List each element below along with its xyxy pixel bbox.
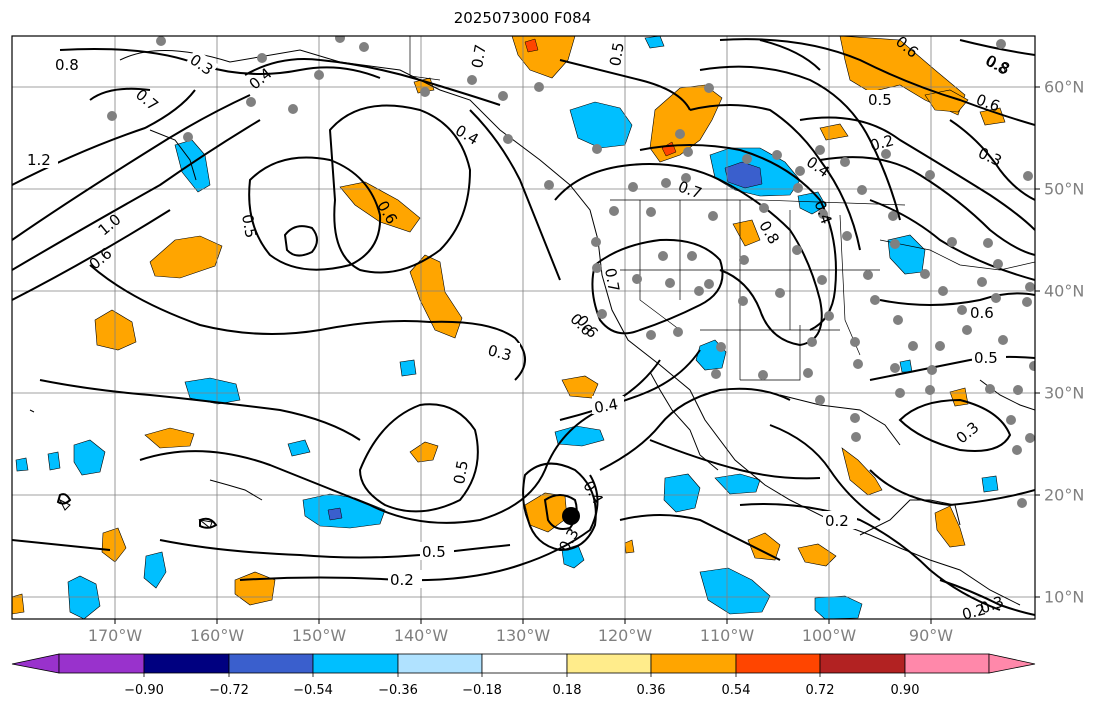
- lon-label: 130°W: [495, 626, 551, 645]
- contour-label: 0.5: [422, 543, 446, 561]
- contour-lines: [12, 38, 1035, 616]
- contour-label: 0.7: [601, 267, 623, 294]
- lon-label: 150°W: [291, 626, 347, 645]
- colorbar-extend-high: [988, 653, 1036, 674]
- contour-label: 0.5: [606, 41, 628, 68]
- contour-label: 0.7: [468, 43, 490, 70]
- contour-label: 0.5: [238, 213, 260, 240]
- colorbar-extend-low: [11, 653, 60, 674]
- contour-label: 0.4: [579, 478, 607, 508]
- colorbar-bin: [58, 653, 145, 674]
- colorbar-tick-label: 0.36: [636, 683, 666, 698]
- contour-label: 0.6: [970, 304, 994, 322]
- islands: [29, 409, 263, 529]
- contour-label: 0.4: [593, 395, 620, 417]
- lat-label: 30°N: [1044, 383, 1085, 403]
- colorbar-tick-label: 0.54: [721, 683, 751, 698]
- lon-label: 170°W: [87, 626, 143, 645]
- colorbar-tick-label: −0.90: [124, 683, 164, 698]
- contour-label: 0.2: [825, 512, 849, 530]
- colorbar-tick-label: −0.18: [462, 683, 502, 698]
- lon-label: 140°W: [393, 626, 449, 645]
- lat-label: 40°N: [1044, 281, 1085, 301]
- contour-label: 1.0: [95, 210, 125, 239]
- colorbar-bin: [904, 653, 990, 674]
- negative-anomaly-areas: [15, 36, 999, 619]
- colorbar: [11, 653, 1036, 677]
- contour-label: 0.8: [55, 56, 79, 74]
- contour-label: 0.2: [868, 131, 896, 155]
- colorbar-bin: [650, 653, 737, 674]
- axis-ticks: [114, 86, 1040, 624]
- lon-label: 120°W: [597, 626, 653, 645]
- lat-label: 20°N: [1044, 485, 1085, 505]
- contour-label: 0.3: [486, 341, 514, 365]
- colorbar-tick-label: 0.18: [552, 683, 582, 698]
- map-title: 2025073000 F084: [453, 9, 592, 27]
- colorbar-bin: [312, 653, 399, 674]
- contour-label: 0.2: [960, 600, 988, 624]
- contour-label-group: 0.8 0.3 0.4 0.7 0.5 0.7 0.8 1.2 0.4 0.6 …: [24, 32, 1013, 624]
- contour-label: 0.4: [452, 121, 482, 149]
- contour-label: 0.4: [803, 153, 833, 181]
- contour-label: 0.8: [755, 218, 783, 248]
- contour-label: 0.5: [868, 91, 892, 109]
- lat-label: 60°N: [1044, 77, 1085, 97]
- colorbar-tick-label: −0.36: [378, 683, 418, 698]
- colorbar-bin: [228, 653, 314, 674]
- lat-label: 10°N: [1044, 587, 1085, 607]
- lon-label: 90°W: [908, 626, 954, 645]
- contour-label: 0.6: [86, 244, 116, 273]
- colorbar-tick-label: 0.72: [805, 683, 835, 698]
- colorbar-bin: [481, 653, 568, 674]
- positive-anomaly-areas: [12, 36, 1006, 615]
- contour-label: 0.3: [975, 144, 1004, 170]
- contour-label: 0.3: [953, 418, 983, 447]
- colorbar-bin: [143, 653, 230, 674]
- strong-negative-anomaly-areas: [327, 161, 763, 521]
- lon-label: 100°W: [801, 626, 857, 645]
- colorbar-bin: [566, 653, 652, 674]
- contour-label: 1.2: [27, 151, 51, 169]
- contour-label: 0.5: [974, 349, 998, 367]
- contour-label: 0.5: [450, 459, 472, 486]
- colorbar-bin: [735, 653, 821, 674]
- colorbar-tick-label: −0.54: [293, 683, 333, 698]
- lat-label: 50°N: [1044, 179, 1085, 199]
- contour-label: 0.4: [246, 64, 276, 93]
- contour-label: 0.3: [186, 51, 216, 79]
- storm-center-marker: [562, 507, 580, 525]
- contour-label: 0.2: [390, 571, 414, 589]
- lon-label: 160°W: [189, 626, 245, 645]
- colorbar-bin: [819, 653, 906, 674]
- colorbar-bin: [397, 653, 483, 674]
- colorbar-tick-label: −0.72: [209, 683, 249, 698]
- lon-label: 110°W: [699, 626, 755, 645]
- colorbar-tick-label: 0.90: [890, 683, 920, 698]
- station-markers: [107, 36, 1035, 508]
- contour-label: 0.7: [676, 177, 705, 202]
